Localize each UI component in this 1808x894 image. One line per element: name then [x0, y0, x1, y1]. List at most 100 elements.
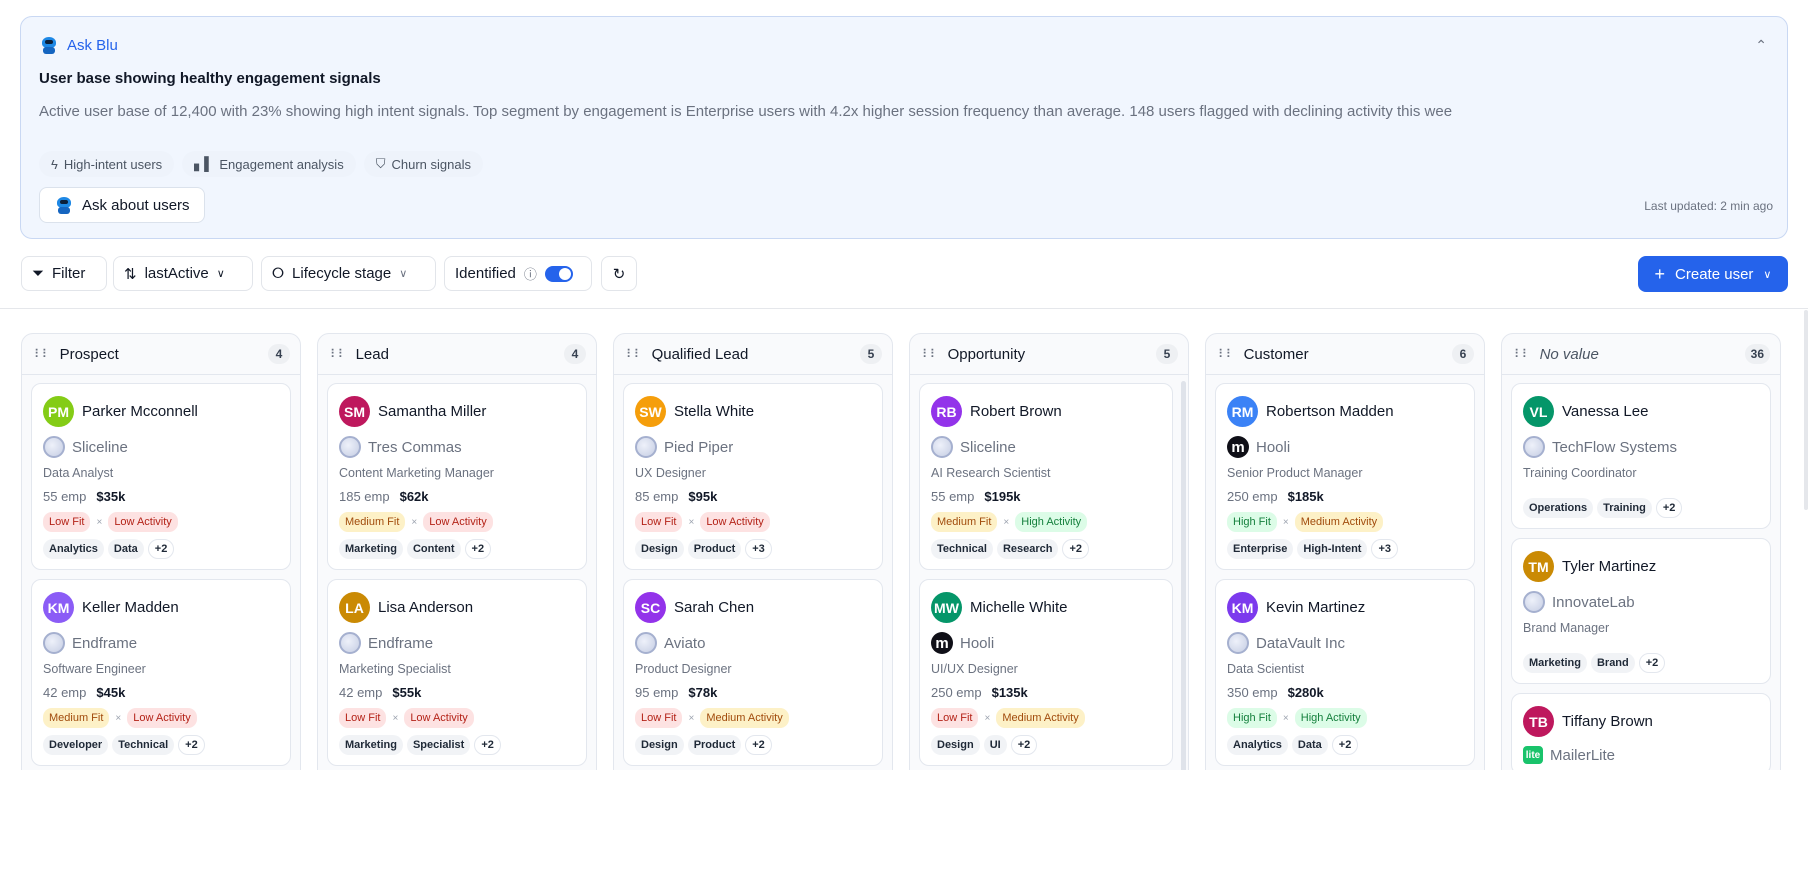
user-name: Parker Mcconnell — [82, 403, 198, 420]
drag-handle-icon[interactable]: ⠇⠇ — [330, 347, 347, 361]
globe-icon — [1227, 632, 1249, 654]
lightning-icon: ϟ — [51, 156, 58, 172]
employee-count: 185 emp — [339, 489, 390, 504]
group-by-dropdown[interactable]: ⭘ Lifecycle stage ∨ — [261, 256, 436, 291]
more-tags[interactable]: +2 — [474, 735, 501, 755]
revenue: $195k — [984, 489, 1021, 504]
ask-about-users-button[interactable]: Ask about users — [39, 187, 205, 223]
chip-engagement-analysis[interactable]: ▖▌ Engagement analysis — [182, 151, 356, 177]
collapse-chevron-up-icon[interactable]: ⌃ — [1755, 37, 1767, 53]
user-card[interactable]: VL Vanessa Lee TechFlow Systems Training C… — [1511, 383, 1771, 529]
revenue: $62k — [399, 489, 429, 504]
sort-dropdown[interactable]: ⇅ lastActive ∨ — [113, 256, 253, 291]
globe-icon — [1523, 436, 1545, 458]
employee-count: 42 emp — [339, 685, 383, 700]
user-card[interactable]: PM Parker Mcconnell Sliceline Data Analyst… — [31, 383, 291, 570]
user-name: Vanessa Lee — [1562, 403, 1649, 420]
user-card[interactable]: RM Robertson Madden m Hooli Senior Product … — [1215, 383, 1475, 570]
user-name: Samantha Miller — [378, 403, 487, 420]
more-tags[interactable]: +2 — [147, 539, 175, 559]
activity-badge: Low Activity — [404, 708, 474, 728]
globe-icon — [43, 632, 65, 654]
fit-badge: Low Fit — [635, 512, 683, 532]
avatar: RB — [931, 396, 962, 427]
user-card[interactable]: KM Keller Madden Endframe Software Enginee… — [31, 579, 291, 766]
revenue: $95k — [688, 489, 718, 504]
drag-handle-icon[interactable]: ⠇⠇ — [922, 347, 939, 361]
tag: Operations — [1523, 498, 1594, 518]
more-tags[interactable]: +2 — [1655, 498, 1683, 518]
kanban-board: ⠇⠇ Prospect 4 PM Parker Mcconnell Sliceli… — [0, 333, 1808, 770]
more-tags[interactable]: +3 — [745, 539, 772, 559]
job-title: Senior Product Manager — [1227, 466, 1363, 480]
layers-icon: ⭘ — [272, 265, 285, 282]
avatar: KM — [1227, 592, 1258, 623]
user-card[interactable]: SM Samantha Miller Tres Commas Content Mar… — [327, 383, 587, 570]
drag-handle-icon[interactable]: ⠇⠇ — [1218, 347, 1235, 361]
avatar: TB — [1523, 706, 1554, 737]
ask-blu-label: Ask Blu — [67, 36, 118, 54]
identified-label: Identified — [455, 265, 516, 282]
times-icon: × — [984, 712, 991, 724]
fit-badge: Medium Fit — [43, 708, 110, 728]
toolbar: ⏷ Filter ⇅ lastActive ∨ ⭘ Lifecycle stage ∨ I… — [21, 256, 1788, 292]
chevron-down-icon: ∨ — [216, 268, 225, 280]
avatar: LA — [339, 592, 370, 623]
more-tags[interactable]: +2 — [1062, 539, 1090, 559]
filter-button[interactable]: ⏷ Filter — [21, 256, 107, 291]
page-scrollbar[interactable] — [1804, 310, 1808, 510]
more-tags[interactable]: +2 — [1331, 735, 1359, 755]
blu-bot-icon — [54, 195, 74, 215]
activity-badge: Low Activity — [108, 512, 178, 532]
insight-description: Active user base of 12,400 with 23% show… — [39, 103, 1453, 120]
globe-icon — [339, 436, 361, 458]
user-card[interactable]: SC Sarah Chen Aviato Product Designer 95 em… — [623, 579, 883, 766]
fit-badge: High Fit — [1227, 708, 1277, 728]
activity-badge: High Activity — [1015, 512, 1088, 532]
refresh-button[interactable]: ↻ — [601, 256, 637, 291]
more-tags[interactable]: +2 — [745, 735, 772, 755]
column-title: Customer — [1243, 345, 1309, 363]
create-user-label: Create user — [1675, 265, 1754, 283]
more-tags[interactable]: +2 — [1638, 653, 1666, 673]
column-scrollbar[interactable] — [1181, 381, 1186, 770]
column-header: ⠇⠇ No value 36 — [1502, 334, 1780, 375]
times-icon: × — [1282, 712, 1289, 724]
chip-high-intent-users[interactable]: ϟ High-intent users — [39, 151, 175, 177]
drag-handle-icon[interactable]: ⠇⠇ — [34, 347, 51, 361]
employee-count: 85 emp — [635, 489, 679, 504]
user-card[interactable]: RB Robert Brown Sliceline AI Research Scie… — [919, 383, 1173, 570]
tag: Marketing — [339, 735, 403, 755]
user-card[interactable]: TB Tiffany Brown lite MailerLite — [1511, 693, 1771, 770]
create-user-button[interactable]: + Create user ∨ — [1638, 256, 1788, 292]
more-tags[interactable]: +3 — [1371, 539, 1399, 559]
employee-count: 55 emp — [43, 489, 87, 504]
chip-churn-signals[interactable]: ⛉ Churn signals — [363, 151, 483, 177]
user-card[interactable]: KM Kevin Martinez DataVault Inc Data Scien… — [1215, 579, 1475, 766]
drag-handle-icon[interactable]: ⠇⠇ — [1514, 347, 1531, 361]
avatar: SW — [635, 396, 666, 427]
user-card[interactable]: MW Michelle White m Hooli UI/UX Designer 250… — [919, 579, 1173, 766]
hooli-logo-icon: m — [1227, 436, 1249, 458]
more-tags[interactable]: +2 — [1010, 735, 1038, 755]
tag: Brand — [1590, 653, 1635, 673]
user-card[interactable]: SW Stella White Pied Piper UX Designer 85 e… — [623, 383, 883, 570]
company-name: InnovateLab — [1552, 593, 1635, 611]
company-name: Tres Commas — [368, 438, 462, 456]
user-card[interactable]: TM Tyler Martinez InnovateLab Brand Manage… — [1511, 538, 1771, 684]
chip-label: High-intent users — [63, 156, 163, 172]
chevron-down-icon: ∨ — [399, 268, 408, 280]
identified-toggle[interactable] — [544, 265, 573, 282]
drag-handle-icon[interactable]: ⠇⠇ — [626, 347, 643, 361]
employee-count: 350 emp — [1227, 685, 1278, 700]
hooli-logo-icon: m — [931, 632, 953, 654]
more-tags[interactable]: +2 — [178, 735, 205, 755]
company-name: Sliceline — [960, 438, 1016, 456]
user-card[interactable]: LA Lisa Anderson Endframe Marketing Specia… — [327, 579, 587, 766]
column-count: 36 — [1744, 344, 1770, 364]
more-tags[interactable]: +2 — [464, 539, 492, 559]
fit-badge: Low Fit — [931, 708, 979, 728]
job-title: Data Scientist — [1227, 662, 1305, 676]
user-name: Michelle White — [970, 599, 1068, 616]
tag: Technical — [112, 735, 175, 755]
